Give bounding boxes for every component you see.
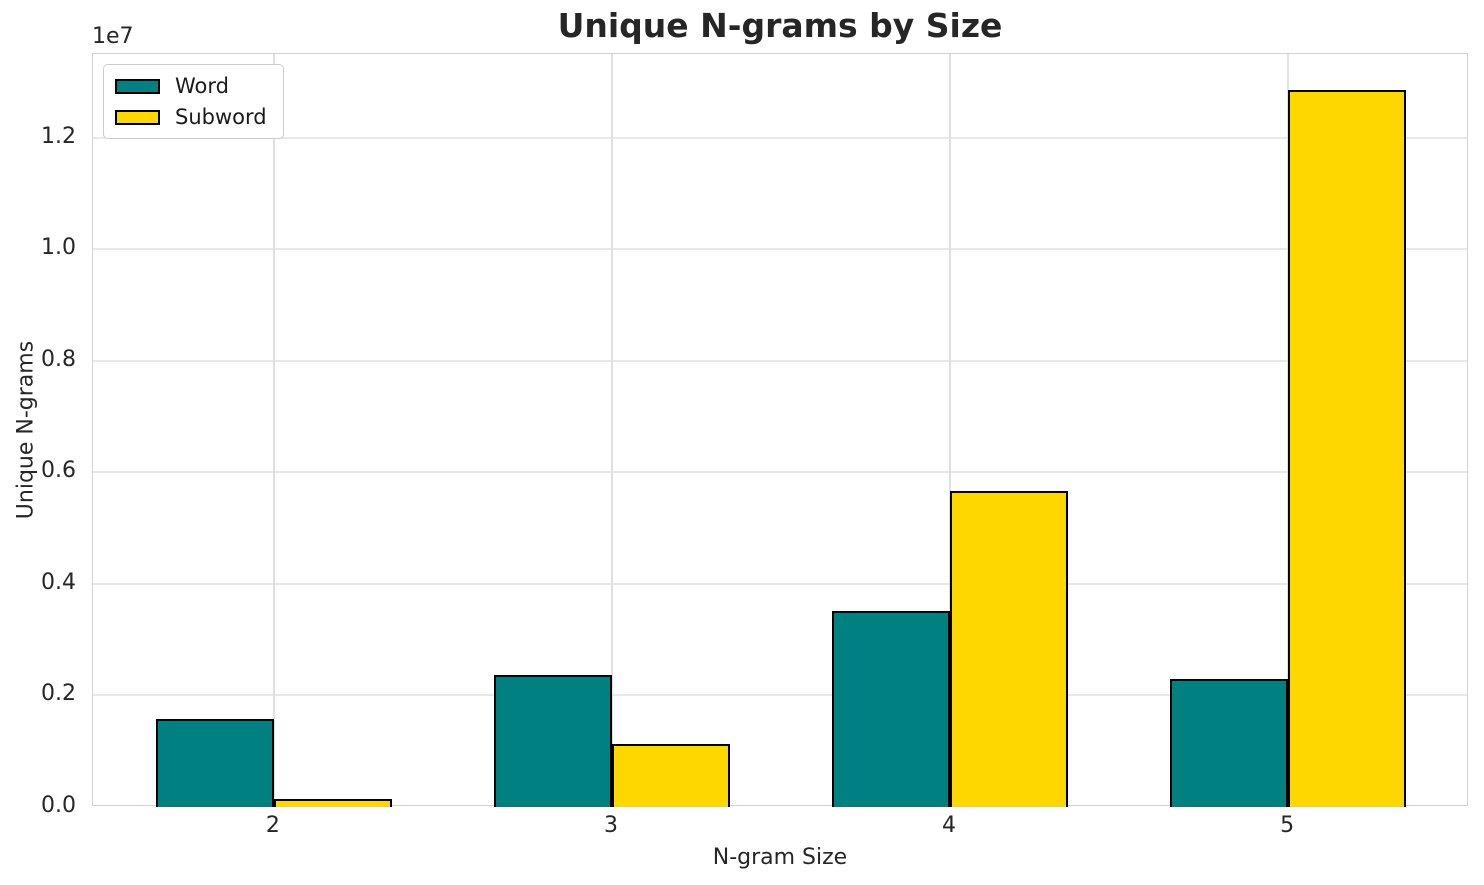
gridline-horizontal (93, 471, 1467, 474)
bar-word-3 (493, 674, 612, 807)
x-axis-label: N-gram Size (712, 845, 848, 870)
y-tick-label: 0.4 (41, 569, 76, 595)
chart-title: Unique N-grams by Size (557, 6, 1003, 45)
y-tick-label: 1.2 (41, 123, 76, 149)
x-tick-label: 3 (603, 813, 618, 838)
y-tick-label: 0.2 (41, 681, 76, 707)
x-tick-label: 4 (942, 813, 957, 838)
bar-subword-3 (611, 743, 731, 807)
gridline-vertical (272, 54, 275, 805)
y-tick-label: 0.8 (41, 346, 76, 372)
legend-item-word: Word (115, 74, 267, 98)
y-tick-label: 0.0 (41, 793, 76, 818)
plot-area: Word Subword (92, 53, 1468, 807)
gridline-vertical (610, 54, 613, 805)
bar-subword-2 (273, 799, 393, 807)
bar-word-4 (831, 610, 951, 807)
legend-label-word: Word (175, 74, 229, 98)
bar-subword-5 (1288, 90, 1407, 807)
gridline-horizontal (93, 248, 1467, 251)
x-tick-label: 5 (1280, 813, 1295, 838)
gridline-horizontal (93, 359, 1467, 362)
bar-subword-4 (950, 490, 1069, 807)
y-axis-offset-text: 1e7 (92, 24, 134, 49)
bar-word-5 (1169, 678, 1289, 807)
legend: Word Subword (103, 64, 284, 139)
y-tick-label: 1.0 (41, 235, 76, 261)
gridline-horizontal (93, 694, 1467, 697)
legend-label-subword: Subword (175, 105, 267, 129)
legend-swatch-word (115, 78, 160, 94)
gridline-horizontal (93, 582, 1467, 585)
bar-word-2 (155, 718, 274, 807)
gridline-horizontal (93, 136, 1467, 139)
legend-swatch-subword (115, 109, 160, 125)
y-axis-label: Unique N-grams (13, 340, 39, 520)
x-tick-label: 2 (265, 813, 280, 838)
legend-item-subword: Subword (115, 105, 267, 129)
y-tick-label: 0.6 (41, 458, 76, 484)
gridline-vertical (949, 54, 952, 805)
